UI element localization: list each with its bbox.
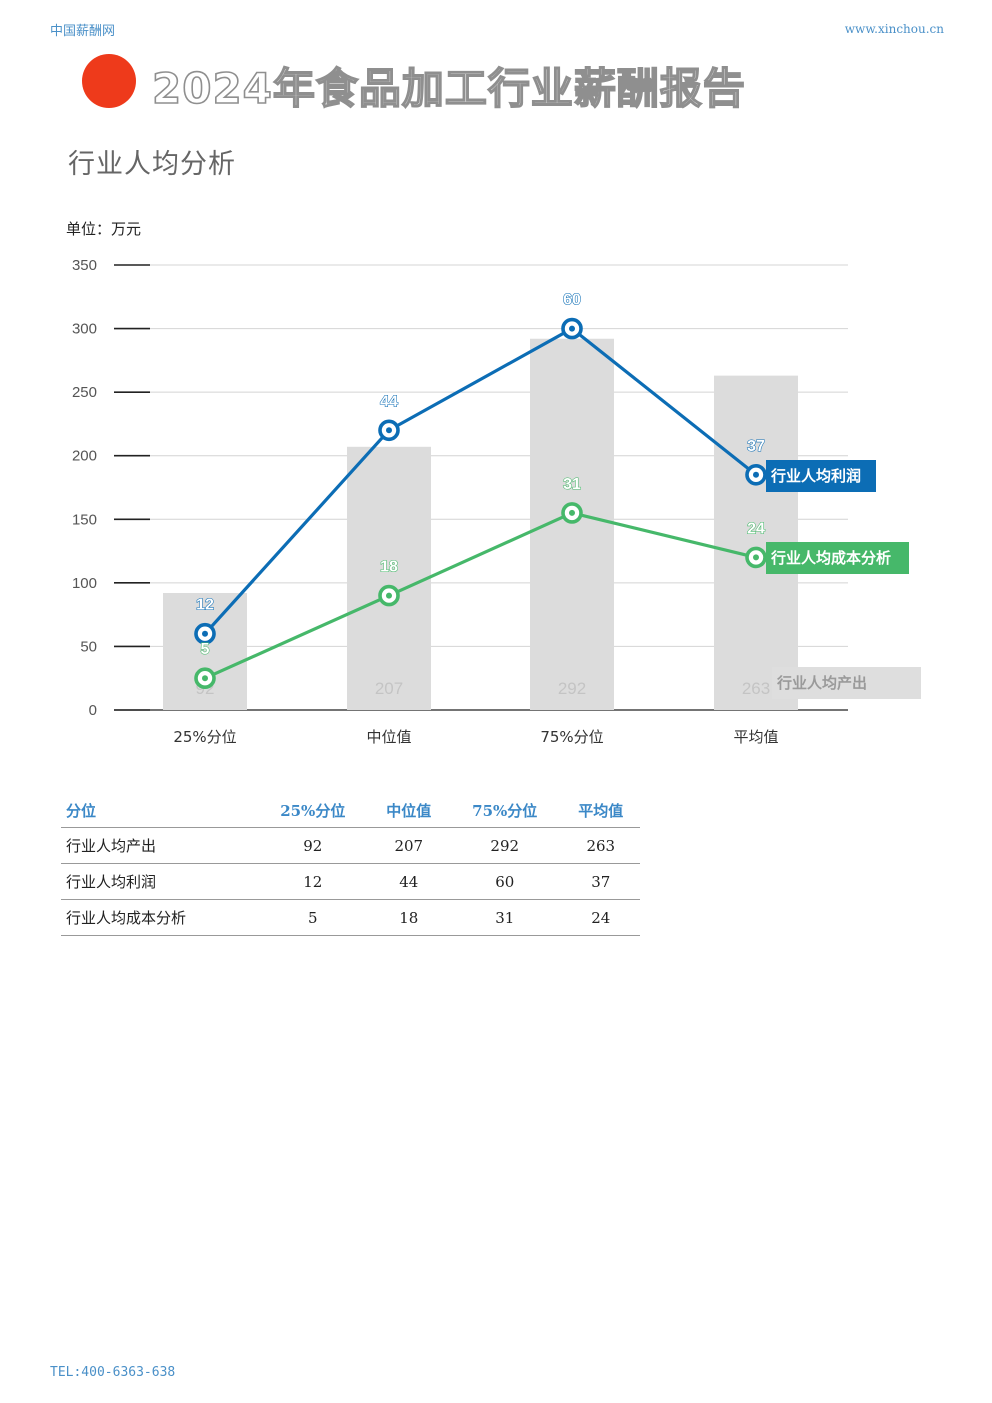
table-cell: 207	[369, 827, 448, 864]
x-tick-label: 75%分位	[540, 728, 603, 746]
table-header-cell: 25%分位	[256, 794, 370, 828]
title-accent-dot	[82, 54, 136, 108]
site-name: 中国薪酬网	[50, 24, 116, 39]
table-cell: 5	[256, 899, 370, 936]
x-tick-label: 中位值	[366, 728, 411, 746]
data-label-cost: 18	[380, 559, 398, 576]
legend-cost-label: 行业人均成本分析	[770, 549, 891, 567]
table-cell: 行业人均成本分析	[61, 899, 256, 936]
site-url[interactable]: www.xinchou.cn	[844, 22, 944, 36]
data-label-profit: 12	[196, 597, 214, 614]
table-cell: 行业人均利润	[61, 863, 256, 900]
data-label-cost: 5	[201, 641, 210, 658]
data-label-cost: 24	[747, 520, 765, 537]
footer-phone: TEL:400-6363-638	[50, 1365, 176, 1380]
legend-profit-box	[766, 460, 876, 492]
legend-output-box	[772, 667, 921, 699]
table-cell: 92	[256, 827, 370, 864]
bar-data-label: 263	[742, 679, 770, 698]
point-center-profit	[202, 630, 208, 637]
y-tick-label: 250	[72, 384, 97, 401]
bar-data-label: 292	[558, 679, 586, 698]
table-row: 行业人均利润 12 44 60 37	[61, 863, 640, 900]
y-tick-label: 50	[80, 638, 97, 655]
bar-output	[530, 338, 614, 710]
line-profit	[203, 326, 757, 635]
table-cell: 60	[447, 863, 562, 900]
y-tick-label: 0	[89, 702, 97, 719]
section-title: 行业人均分析	[68, 149, 236, 180]
line-cost	[204, 511, 757, 680]
point-center-cost	[202, 675, 208, 682]
table-cell: 44	[369, 863, 448, 900]
table-header-cell: 中位值	[369, 794, 448, 828]
legend-output-label: 行业人均产出	[776, 674, 867, 692]
bar-output	[347, 446, 431, 710]
data-label-profit: 44	[380, 393, 398, 410]
table-cell: 37	[561, 863, 640, 900]
point-center-profit	[569, 325, 575, 332]
point-center-profit	[386, 427, 392, 434]
bar-data-label: 207	[375, 679, 403, 698]
table-header-row: 分位 25%分位 中位值 75%分位 平均值	[61, 794, 640, 828]
y-tick-label: 300	[72, 321, 97, 338]
data-label-cost: 31	[563, 476, 581, 493]
point-center-cost	[569, 509, 575, 516]
data-label-profit: 60	[563, 292, 581, 309]
legend-cost-box	[766, 542, 909, 574]
table-cell: 24	[561, 899, 640, 936]
table-cell: 12	[256, 863, 370, 900]
table-header-cell: 分位	[61, 794, 256, 828]
table-header-cell: 平均值	[561, 794, 640, 828]
table-header-cell: 75%分位	[447, 794, 562, 828]
point-center-profit	[753, 471, 759, 478]
unit-label: 单位：万元	[66, 220, 142, 238]
point-center-cost	[386, 592, 392, 599]
table-cell: 18	[369, 899, 448, 936]
table-row: 行业人均成本分析 5 18 31 24	[61, 899, 640, 936]
data-table: 分位 25%分位 中位值 75%分位 平均值 行业人均产出 92 207 292…	[61, 794, 640, 936]
legend-profit-label: 行业人均利润	[770, 467, 861, 485]
x-tick-label: 平均值	[733, 728, 778, 746]
y-tick-label: 100	[72, 575, 97, 592]
bar-output	[163, 593, 247, 710]
table-cell: 行业人均产出	[61, 827, 256, 864]
table-cell: 263	[561, 827, 640, 864]
table-cell: 292	[447, 827, 562, 864]
data-label-profit: 37	[747, 438, 765, 455]
point-center-cost	[753, 554, 759, 561]
y-tick-label: 150	[72, 511, 97, 528]
table-row: 行业人均产出 92 207 292 263	[61, 827, 640, 864]
y-tick-label: 350	[72, 257, 97, 274]
table-cell: 31	[447, 899, 562, 936]
report-title: 2024年食品加工行业薪酬报告	[151, 64, 746, 113]
x-tick-label: 25%分位	[173, 728, 236, 746]
y-tick-label: 200	[72, 448, 97, 465]
